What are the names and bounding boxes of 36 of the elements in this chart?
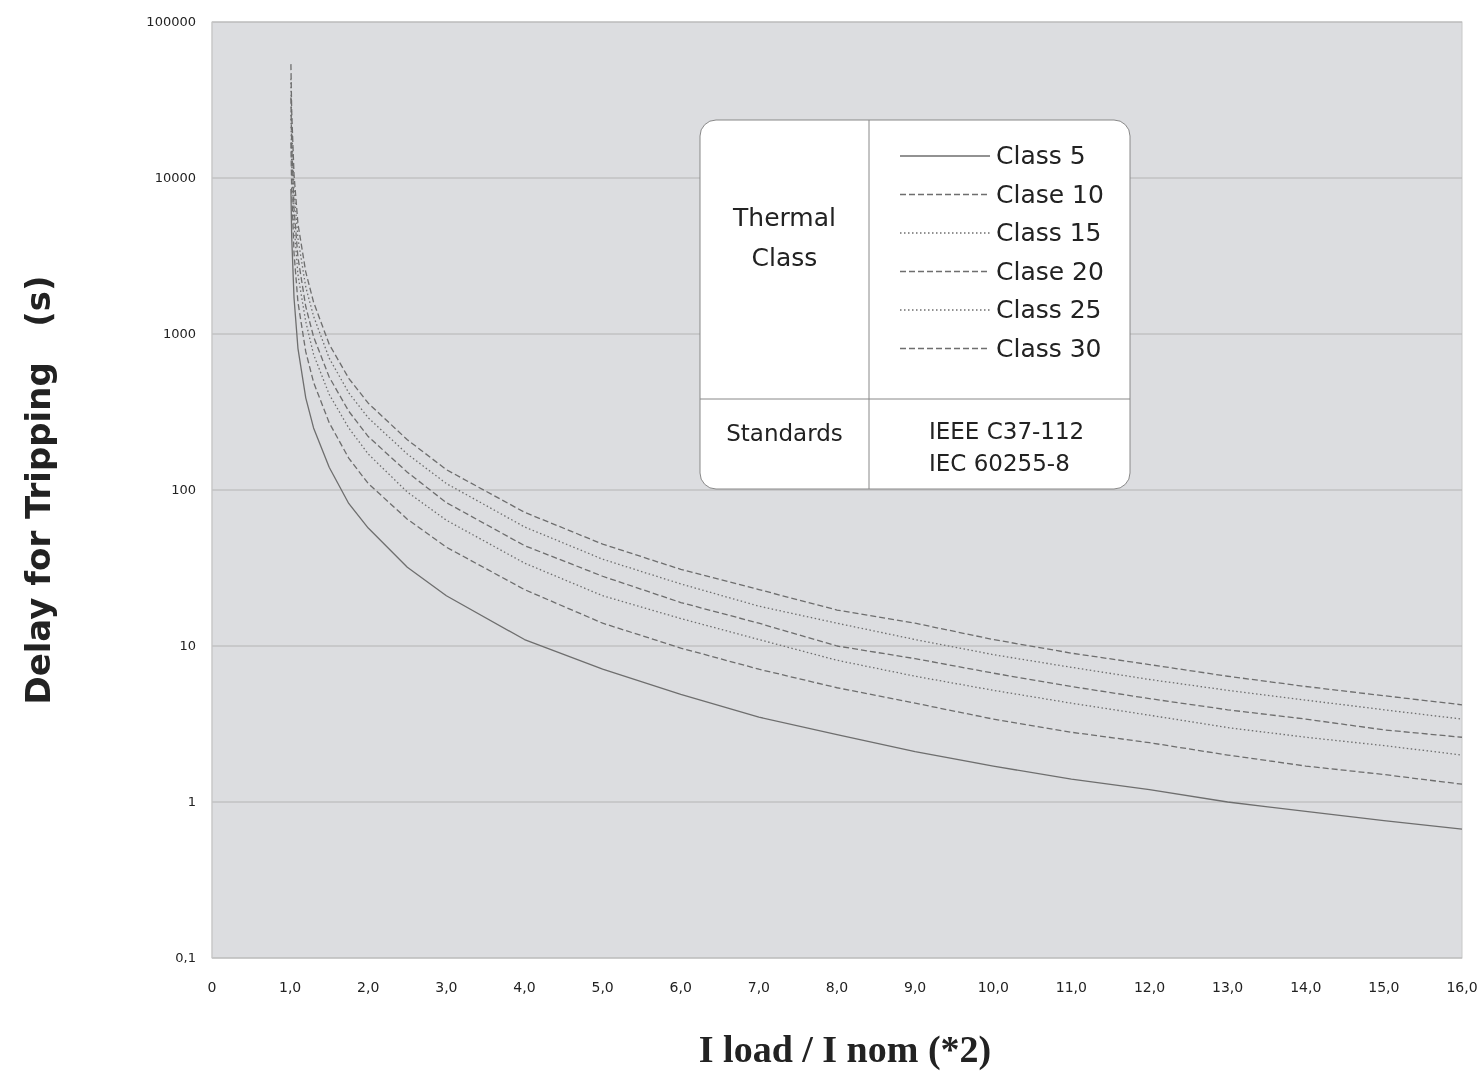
x-tick-label: 9,0	[903, 979, 927, 995]
x-tick-label: 8,0	[825, 979, 849, 995]
x-tick-label: 14,0	[1290, 979, 1322, 995]
x-tick-label: 0	[207, 979, 217, 995]
x-tick-label: 5,0	[591, 979, 614, 995]
y-tick-label: 1000	[162, 326, 196, 341]
y-tick-label: 100	[171, 482, 196, 497]
y-axis-title: Delay for Tripping (s)	[18, 275, 58, 705]
legend-label: Class 25	[996, 295, 1102, 324]
x-tick-label: 4,0	[513, 979, 536, 995]
x-tick-label: 3,0	[435, 979, 458, 995]
x-tick-label: 13,0	[1212, 979, 1244, 995]
annotation: IEEE C37-112	[929, 418, 1085, 444]
x-tick-label: 7,0	[747, 979, 771, 995]
x-tick-label: 1,0	[278, 979, 302, 995]
y-tick-label: 0,1	[175, 950, 196, 965]
legend-label: Clase 10	[996, 179, 1104, 209]
legend-label: Clase 20	[996, 256, 1104, 286]
legend-label: Class 30	[996, 333, 1102, 363]
legend-label: Class 15	[996, 218, 1102, 247]
x-tick-label: 10,0	[977, 979, 1009, 995]
annotation: IEC 60255-8	[929, 450, 1070, 476]
annotation: Standards	[726, 420, 843, 446]
x-tick-label: 16,0	[1446, 979, 1478, 995]
legend-label: Class 5	[996, 141, 1086, 170]
x-tick-label: 15,0	[1368, 979, 1400, 995]
y-tick-label: 1	[187, 794, 196, 809]
x-tick-label: 11,0	[1055, 979, 1087, 995]
x-tick-label: 2,0	[357, 979, 380, 995]
y-tick-label: 10000	[154, 170, 196, 185]
x-axis-title: I load / I nom (*2)	[698, 1028, 992, 1071]
x-tick-label: 12,0	[1133, 979, 1166, 995]
x-tick-label: 6,0	[669, 979, 692, 995]
y-tick-label: 100000	[146, 14, 196, 29]
y-tick-label: 10	[179, 638, 196, 653]
legend-title: Thermal Class	[732, 203, 836, 272]
